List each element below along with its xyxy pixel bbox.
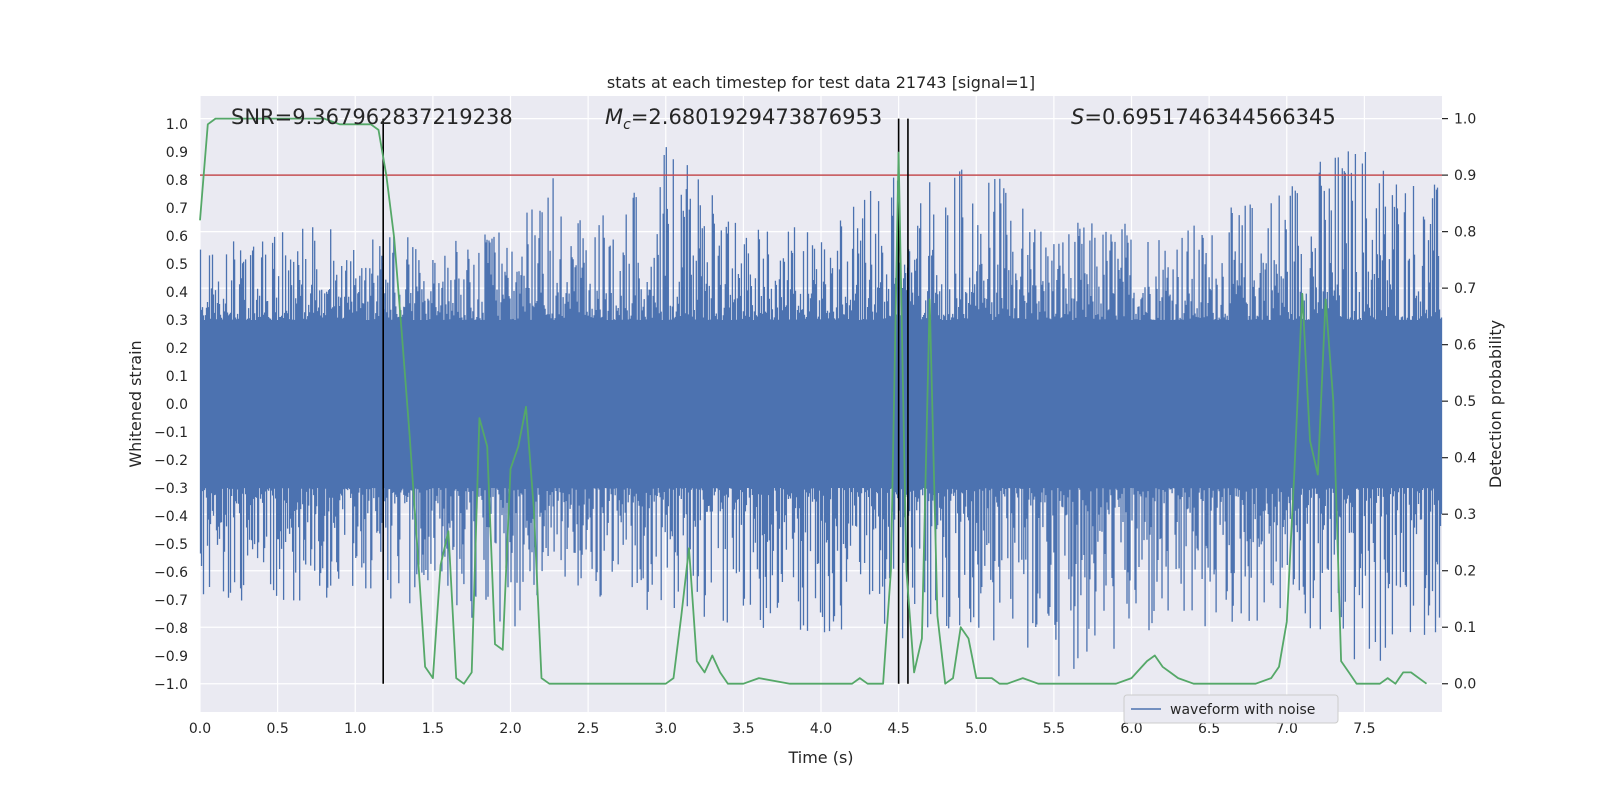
legend: waveform with noise [1123,694,1339,724]
y-tick-label: 0.0 [166,397,188,413]
mc-value: =2.6801929473876953 [631,105,882,129]
y-tick-label: 0.1 [166,369,188,385]
snr-annotation: SNR=9.367962837219238 [231,105,513,129]
y-tick-label: 0.4 [166,285,188,301]
y-axis-ticks: 1.0 0.9 0.8 0.7 0.6 0.5 0.4 0.3 0.2 0.1 0.0 −0.1 −0.… [154,117,188,693]
x-tick-label: 6.5 [1198,721,1220,737]
y-axis-label: Whitened strain [126,340,145,467]
x-tick-label: 4.5 [887,721,909,737]
x-tick-label: 2.5 [577,721,599,737]
mc-symbol: M [605,105,623,129]
legend-box [1123,694,1339,724]
y2-tick-label: 0.3 [1454,507,1476,523]
s-symbol: S [1071,105,1084,129]
y2-axis-label: Detection probability [1486,320,1505,488]
x-tick-label: 7.0 [1276,721,1298,737]
y-tick-label: 1.0 [166,117,188,133]
x-tick-label: 7.5 [1353,721,1375,737]
chart-title: stats at each timestep for test data 217… [607,73,1035,92]
y-tick-label: 0.2 [166,341,188,357]
x-tick-label: 6.0 [1120,721,1142,737]
y2-tick-label: 0.0 [1454,677,1476,693]
x-axis-ticks: 0.0 0.5 1.0 1.5 2.0 2.5 3.0 3.5 4.0 4.5 5.0 5.5 6.0 6… [189,721,1376,737]
y2-axis-ticks: 1.0 0.9 0.8 0.7 0.6 0.5 0.4 0.3 0.2 0.1 0.0 [1442,112,1476,693]
y-tick-label: −0.9 [154,649,188,665]
y2-tick-label: 0.4 [1454,451,1476,467]
x-tick-label: 0.5 [266,721,288,737]
x-tick-label: 3.5 [732,721,754,737]
y-tick-label: 0.7 [166,201,188,217]
y2-tick-label: 0.7 [1454,281,1476,297]
y-tick-label: −1.0 [154,677,188,693]
x-tick-label: 3.0 [655,721,677,737]
x-tick-label: 2.0 [499,721,521,737]
noise-strokes [199,147,1443,677]
y-tick-label: −0.3 [154,481,188,497]
y-tick-label: −0.4 [154,509,188,525]
y-tick-label: 0.9 [166,145,188,161]
mc-subscript: c [623,117,631,133]
detection-probability-line [199,117,1428,685]
y-tick-label: −0.1 [154,425,188,441]
x-tick-label: 5.5 [1043,721,1065,737]
y-tick-label: −0.6 [154,565,188,581]
legend-label: waveform with noise [1170,702,1315,718]
x-tick-label: 5.0 [965,721,987,737]
y-tick-label: 0.8 [166,173,188,189]
x-tick-label: 1.5 [422,721,444,737]
y-tick-label: 0.3 [166,313,188,329]
chirp-mass-annotation: Mc=2.6801929473876953 [605,105,882,133]
y-tick-label: −0.2 [154,453,188,469]
y-tick-label: 0.6 [166,229,188,245]
x-tick-label: 1.0 [344,721,366,737]
y2-tick-label: 0.9 [1454,168,1476,184]
x-axis-label: Time (s) [787,748,853,767]
y2-tick-label: 1.0 [1454,112,1476,128]
y-tick-label: −0.7 [154,593,188,609]
y-tick-label: 0.5 [166,257,188,273]
x-tick-label: 0.0 [189,721,211,737]
x-tick-label: 4.0 [810,721,832,737]
y2-tick-label: 0.8 [1454,225,1476,241]
y-tick-label: −0.5 [154,537,188,553]
probability-series [199,117,1428,685]
y2-tick-label: 0.6 [1454,338,1476,354]
y-tick-label: −0.8 [154,621,188,637]
y2-tick-label: 0.1 [1454,620,1476,636]
s-value: =0.6951746344566345 [1084,105,1335,129]
y2-tick-label: 0.5 [1454,394,1476,410]
s-annotation: S=0.6951746344566345 [1071,105,1336,129]
y2-tick-label: 0.2 [1454,564,1476,580]
